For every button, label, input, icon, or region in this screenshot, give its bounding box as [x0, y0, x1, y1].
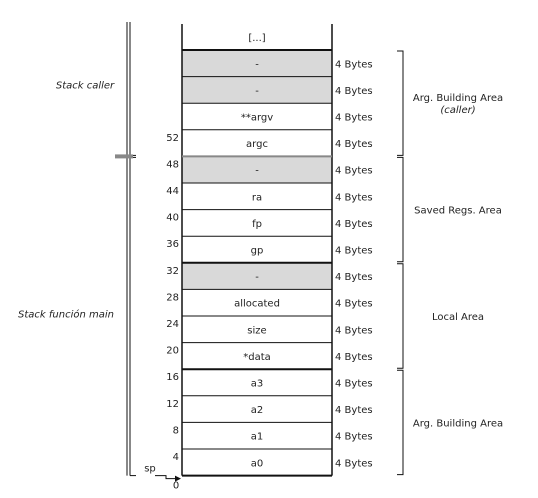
offset-label: 48: [166, 159, 179, 170]
offset-label: 24: [166, 319, 179, 330]
stack-cell-label: size: [247, 325, 266, 336]
byte-size-label: 4 Bytes: [335, 432, 373, 443]
shaded-cell: [182, 76, 332, 104]
byte-size-label: 4 Bytes: [335, 246, 373, 257]
offset-label: 20: [166, 346, 179, 357]
stack-cell-label: argc: [246, 139, 268, 150]
stack-cell-label: gp: [251, 246, 264, 257]
byte-size-label: 4 Bytes: [335, 352, 373, 363]
byte-size-label: 4 Bytes: [335, 458, 373, 469]
shaded-cell: [182, 262, 332, 290]
frame-label: Stack caller: [56, 81, 115, 92]
stack-pointer-label: sp: [144, 464, 156, 475]
area-bracket: [397, 369, 404, 476]
offset-label: 28: [166, 292, 179, 303]
stack-cell-label: a2: [251, 405, 264, 416]
byte-size-label: 4 Bytes: [335, 219, 373, 230]
stack-cell-label: **argv: [241, 113, 273, 124]
offset-label: 40: [166, 213, 179, 224]
area-label: Arg. Building Area: [413, 418, 503, 429]
stack-cell-label: a0: [251, 458, 264, 469]
frame-label: Stack función main: [18, 309, 114, 321]
area-label: Local Area: [432, 312, 484, 323]
stack-cell-label: -: [255, 59, 259, 70]
stack-cell-label: a3: [251, 379, 264, 390]
byte-size-label: 4 Bytes: [335, 139, 373, 150]
offset-label: 4: [173, 452, 179, 463]
byte-size-label: 4 Bytes: [335, 379, 373, 390]
offset-label: 8: [173, 425, 179, 436]
offset-label: 44: [166, 186, 179, 197]
shaded-cell: [182, 156, 332, 183]
byte-size-label: 4 Bytes: [335, 405, 373, 416]
area-bracket: [397, 50, 404, 156]
stack-cell-label: allocated: [234, 299, 280, 310]
byte-size-label: 4 Bytes: [335, 272, 373, 283]
stack-pointer-line: [155, 475, 177, 480]
offset-label: 36: [166, 239, 179, 250]
stack-cell-label: -: [255, 86, 259, 97]
byte-size-label: 4 Bytes: [335, 166, 373, 177]
shaded-cell: [182, 50, 332, 77]
offset-label: 12: [166, 399, 179, 410]
stack-pointer-arrow-icon: [175, 475, 181, 482]
byte-size-label: 4 Bytes: [335, 113, 373, 124]
byte-size-label: 4 Bytes: [335, 192, 373, 203]
stack-cell-label: fp: [252, 219, 262, 230]
offset-label: 52: [166, 133, 179, 144]
area-label: Saved Regs. Area: [414, 206, 502, 217]
area-label: (caller): [440, 105, 475, 116]
stack-cell-label: *data: [243, 352, 271, 363]
stack-cell-label: [...]: [248, 33, 265, 44]
stack-cell-label: a1: [251, 432, 264, 443]
frame-divider: [115, 154, 133, 159]
area-label: Arg. Building Area: [413, 93, 503, 104]
byte-size-label: 4 Bytes: [335, 86, 373, 97]
stack-cell-label: ra: [252, 192, 262, 203]
stack-cell-label: -: [255, 166, 259, 177]
stack-cell-label: -: [255, 272, 259, 283]
area-bracket: [397, 263, 404, 369]
area-bracket: [397, 156, 404, 263]
offset-label: 32: [166, 266, 179, 277]
byte-size-label: 4 Bytes: [335, 325, 373, 336]
offset-label: 0: [173, 481, 179, 492]
byte-size-label: 4 Bytes: [335, 59, 373, 70]
byte-size-label: 4 Bytes: [335, 299, 373, 310]
offset-label: 16: [166, 372, 179, 383]
